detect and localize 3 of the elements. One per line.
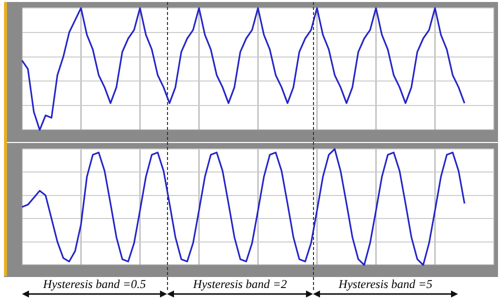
- text: Hysteresis band =0.5: [42, 277, 147, 292]
- text: Hysteresis band =5: [338, 277, 434, 292]
- text: Hysteresis band =2: [192, 277, 288, 292]
